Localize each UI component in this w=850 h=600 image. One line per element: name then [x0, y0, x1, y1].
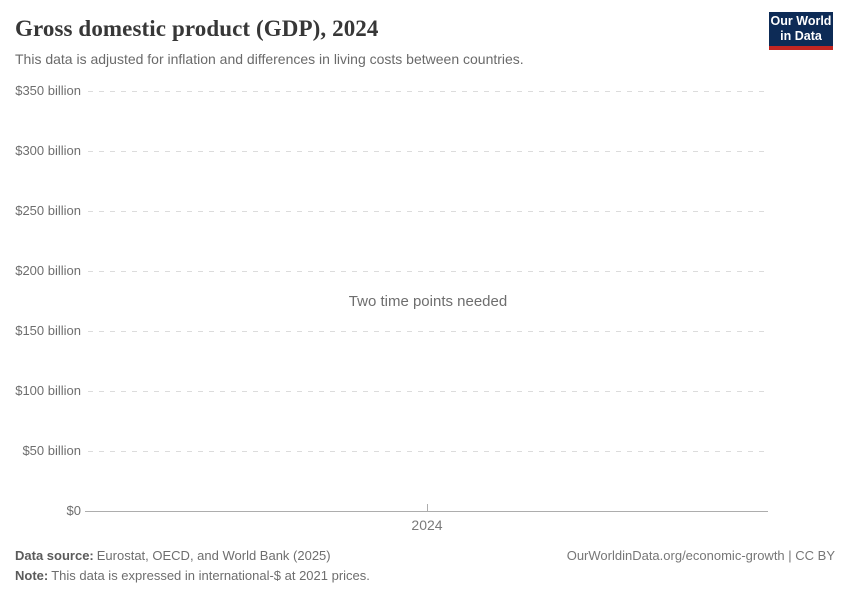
owid-logo-line1: Our World — [770, 14, 832, 28]
note-line: Note: This data is expressed in internati… — [15, 566, 370, 586]
note-text: This data is expressed in international-… — [51, 568, 370, 583]
gridline — [88, 331, 768, 332]
owid-logo-line2: in Data — [780, 29, 822, 43]
plot-area: $350 billion $300 billion $250 billion $… — [15, 83, 768, 533]
gridline — [88, 271, 768, 272]
y-axis-tick-label: $100 billion — [15, 383, 81, 398]
footer-source-block: Data source: Eurostat, OECD, and World Ba… — [15, 546, 370, 586]
y-axis-tick-label: $150 billion — [15, 323, 81, 338]
y-axis-tick-label: $250 billion — [15, 203, 81, 218]
data-source-label: Data source: — [15, 548, 94, 563]
x-axis-tick — [427, 504, 428, 511]
gridline — [88, 91, 768, 92]
data-source-line: Data source: Eurostat, OECD, and World Ba… — [15, 546, 370, 566]
y-axis-tick-label: $350 billion — [15, 83, 81, 98]
y-axis-tick-label: $0 — [66, 503, 81, 518]
x-axis-tick-label: 2024 — [411, 517, 443, 533]
y-axis-tick-label: $300 billion — [15, 143, 81, 158]
gridline — [88, 451, 768, 452]
note-label: Note: — [15, 568, 49, 583]
y-axis-tick-label: $50 billion — [22, 443, 81, 458]
owid-logo[interactable]: Our World in Data — [769, 12, 833, 50]
x-axis-line — [85, 511, 768, 512]
chart-subtitle: This data is adjusted for inflation and … — [15, 51, 524, 67]
data-source-text: Eurostat, OECD, and World Bank (2025) — [96, 548, 331, 563]
y-axis-tick-label: $200 billion — [15, 263, 81, 278]
gridline — [88, 391, 768, 392]
gridline — [88, 151, 768, 152]
empty-state-message: Two time points needed — [348, 293, 508, 310]
gridline — [88, 211, 768, 212]
attribution-link[interactable]: OurWorldinData.org/economic-growth | CC … — [566, 548, 835, 563]
chart-title: Gross domestic product (GDP), 2024 — [15, 16, 379, 41]
